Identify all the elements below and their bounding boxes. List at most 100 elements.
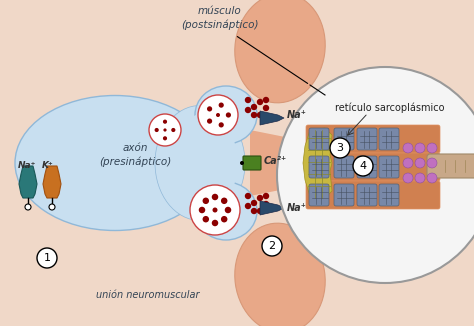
Circle shape xyxy=(263,193,269,199)
Circle shape xyxy=(245,193,251,199)
Ellipse shape xyxy=(235,0,325,103)
FancyBboxPatch shape xyxy=(306,181,440,209)
Circle shape xyxy=(164,128,166,132)
Polygon shape xyxy=(19,166,37,198)
Circle shape xyxy=(427,158,437,168)
Circle shape xyxy=(245,97,251,103)
Circle shape xyxy=(149,114,181,146)
Text: 3: 3 xyxy=(337,143,344,153)
Circle shape xyxy=(202,216,209,222)
FancyBboxPatch shape xyxy=(379,184,399,206)
Ellipse shape xyxy=(15,96,215,230)
Text: músculo
(postsináptico): músculo (postsináptico) xyxy=(181,7,259,30)
Text: 4: 4 xyxy=(359,161,366,171)
Circle shape xyxy=(212,194,218,200)
Circle shape xyxy=(251,208,257,214)
Circle shape xyxy=(251,104,257,110)
Circle shape xyxy=(219,122,224,127)
Circle shape xyxy=(427,143,437,153)
Ellipse shape xyxy=(195,86,257,144)
Circle shape xyxy=(257,208,263,214)
Circle shape xyxy=(163,120,167,124)
Circle shape xyxy=(212,208,218,213)
Text: 1: 1 xyxy=(44,253,51,263)
FancyBboxPatch shape xyxy=(357,184,377,206)
Circle shape xyxy=(240,161,244,165)
Circle shape xyxy=(403,143,413,153)
Circle shape xyxy=(330,138,350,158)
Text: Na⁺: Na⁺ xyxy=(18,161,36,170)
Ellipse shape xyxy=(155,106,245,220)
Circle shape xyxy=(221,198,228,204)
Polygon shape xyxy=(250,130,310,196)
FancyBboxPatch shape xyxy=(334,156,354,178)
Circle shape xyxy=(403,173,413,183)
Circle shape xyxy=(415,143,425,153)
Text: axón
(presináptico): axón (presináptico) xyxy=(99,143,171,167)
Circle shape xyxy=(198,95,238,135)
Circle shape xyxy=(212,220,218,226)
Circle shape xyxy=(190,185,240,235)
Circle shape xyxy=(202,198,209,204)
Ellipse shape xyxy=(173,113,237,213)
Polygon shape xyxy=(240,0,474,326)
FancyBboxPatch shape xyxy=(309,156,329,178)
Circle shape xyxy=(163,136,167,141)
Circle shape xyxy=(221,216,228,222)
FancyBboxPatch shape xyxy=(357,128,377,150)
Circle shape xyxy=(427,173,437,183)
Circle shape xyxy=(245,203,251,209)
Circle shape xyxy=(219,102,224,108)
Circle shape xyxy=(257,99,263,105)
Circle shape xyxy=(216,113,220,117)
Polygon shape xyxy=(303,128,332,198)
FancyBboxPatch shape xyxy=(357,156,377,178)
FancyBboxPatch shape xyxy=(309,128,329,150)
Circle shape xyxy=(257,195,263,201)
FancyBboxPatch shape xyxy=(306,125,440,153)
Circle shape xyxy=(415,158,425,168)
Circle shape xyxy=(263,201,269,207)
Text: Na⁺: Na⁺ xyxy=(287,110,307,120)
Text: Ca²⁺: Ca²⁺ xyxy=(264,156,287,166)
Circle shape xyxy=(251,200,257,206)
Polygon shape xyxy=(43,166,61,198)
Text: retículo sarcoplásmico: retículo sarcoplásmico xyxy=(335,103,445,113)
Polygon shape xyxy=(260,201,284,215)
Circle shape xyxy=(262,236,282,256)
Text: Na⁺: Na⁺ xyxy=(287,203,307,213)
Circle shape xyxy=(225,207,231,213)
Circle shape xyxy=(25,204,31,210)
Circle shape xyxy=(171,128,175,132)
Circle shape xyxy=(199,207,205,213)
Circle shape xyxy=(155,128,159,132)
FancyBboxPatch shape xyxy=(427,154,474,178)
Text: unión neuromuscular: unión neuromuscular xyxy=(96,290,200,300)
Circle shape xyxy=(277,67,474,283)
Text: K⁺: K⁺ xyxy=(42,161,54,170)
Circle shape xyxy=(257,112,263,118)
Circle shape xyxy=(37,248,57,268)
Circle shape xyxy=(263,97,269,103)
FancyBboxPatch shape xyxy=(334,128,354,150)
Circle shape xyxy=(263,105,269,111)
Polygon shape xyxy=(260,111,284,125)
Circle shape xyxy=(49,204,55,210)
Text: 2: 2 xyxy=(268,241,275,251)
FancyBboxPatch shape xyxy=(334,184,354,206)
FancyBboxPatch shape xyxy=(379,156,399,178)
FancyBboxPatch shape xyxy=(309,184,329,206)
Ellipse shape xyxy=(235,223,325,326)
FancyBboxPatch shape xyxy=(379,128,399,150)
Circle shape xyxy=(207,106,212,111)
Circle shape xyxy=(226,112,231,118)
Ellipse shape xyxy=(195,182,257,240)
FancyBboxPatch shape xyxy=(243,156,261,170)
Circle shape xyxy=(251,112,257,118)
Circle shape xyxy=(245,107,251,113)
Circle shape xyxy=(403,158,413,168)
Circle shape xyxy=(415,173,425,183)
FancyBboxPatch shape xyxy=(306,153,440,181)
Circle shape xyxy=(207,119,212,124)
Circle shape xyxy=(353,156,373,176)
